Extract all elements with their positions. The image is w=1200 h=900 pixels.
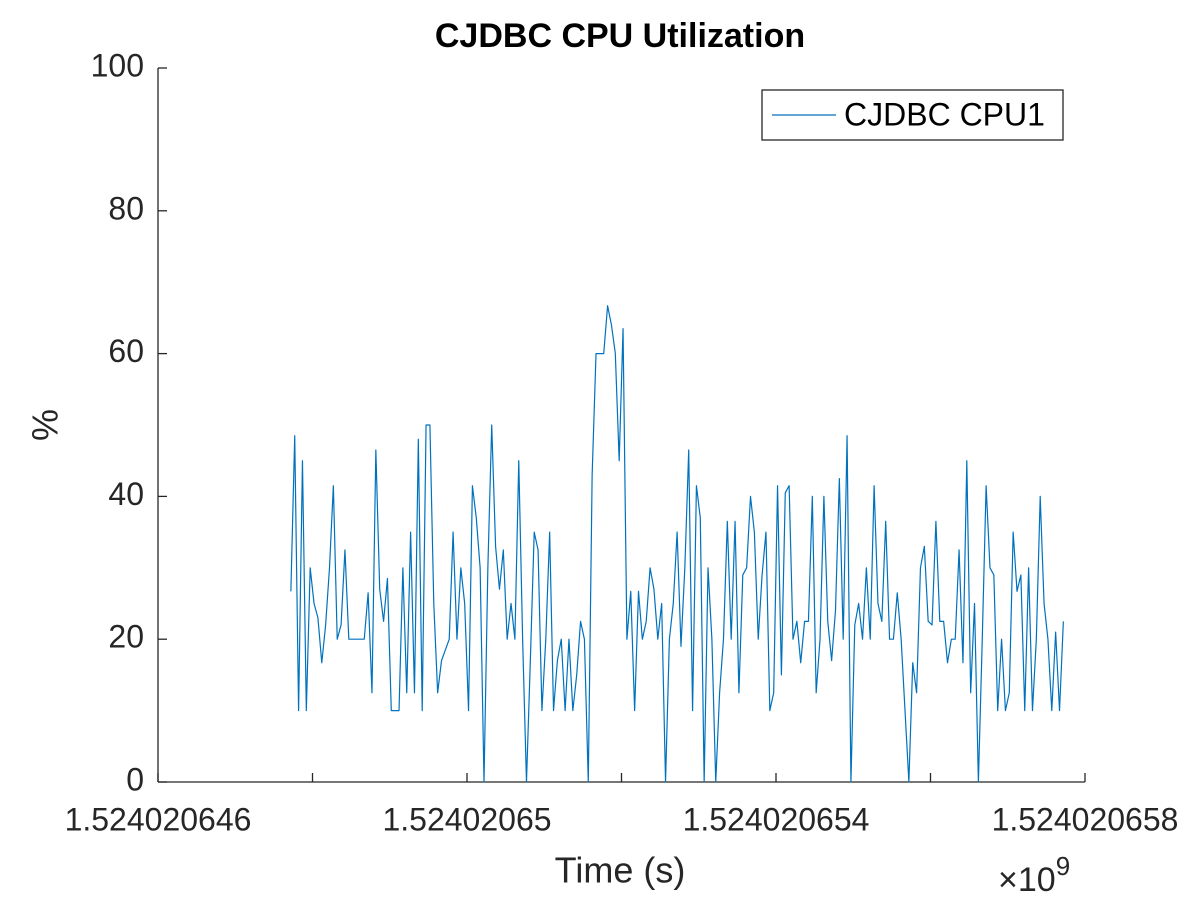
- y-tick-label: 20: [108, 619, 144, 655]
- x-tick-label: 1.524020654: [683, 801, 870, 837]
- y-tick-label: 0: [126, 761, 144, 797]
- y-tick-label: 100: [91, 47, 144, 83]
- x-tick-label: 1.524020658: [992, 801, 1179, 837]
- x-multiplier-exponent: 9: [1056, 851, 1070, 881]
- y-axis-label: %: [25, 409, 66, 441]
- x-multiplier: ×109: [998, 851, 1070, 899]
- y-tick-label: 80: [108, 190, 144, 226]
- y-tick-label: 40: [108, 476, 144, 512]
- legend: CJDBC CPU1: [761, 89, 1064, 141]
- x-tick-label: 1.52402065: [382, 801, 551, 837]
- chart-title: CJDBC CPU Utilization: [435, 17, 805, 55]
- x-axis-label: Time (s): [555, 850, 686, 891]
- legend-label: CJDBC CPU1: [844, 96, 1045, 132]
- y-tick-label: 60: [108, 333, 144, 369]
- data-line: [290, 305, 1064, 783]
- x-tick-label: 1.524020646: [65, 801, 252, 837]
- x-multiplier-base: ×10: [998, 861, 1056, 899]
